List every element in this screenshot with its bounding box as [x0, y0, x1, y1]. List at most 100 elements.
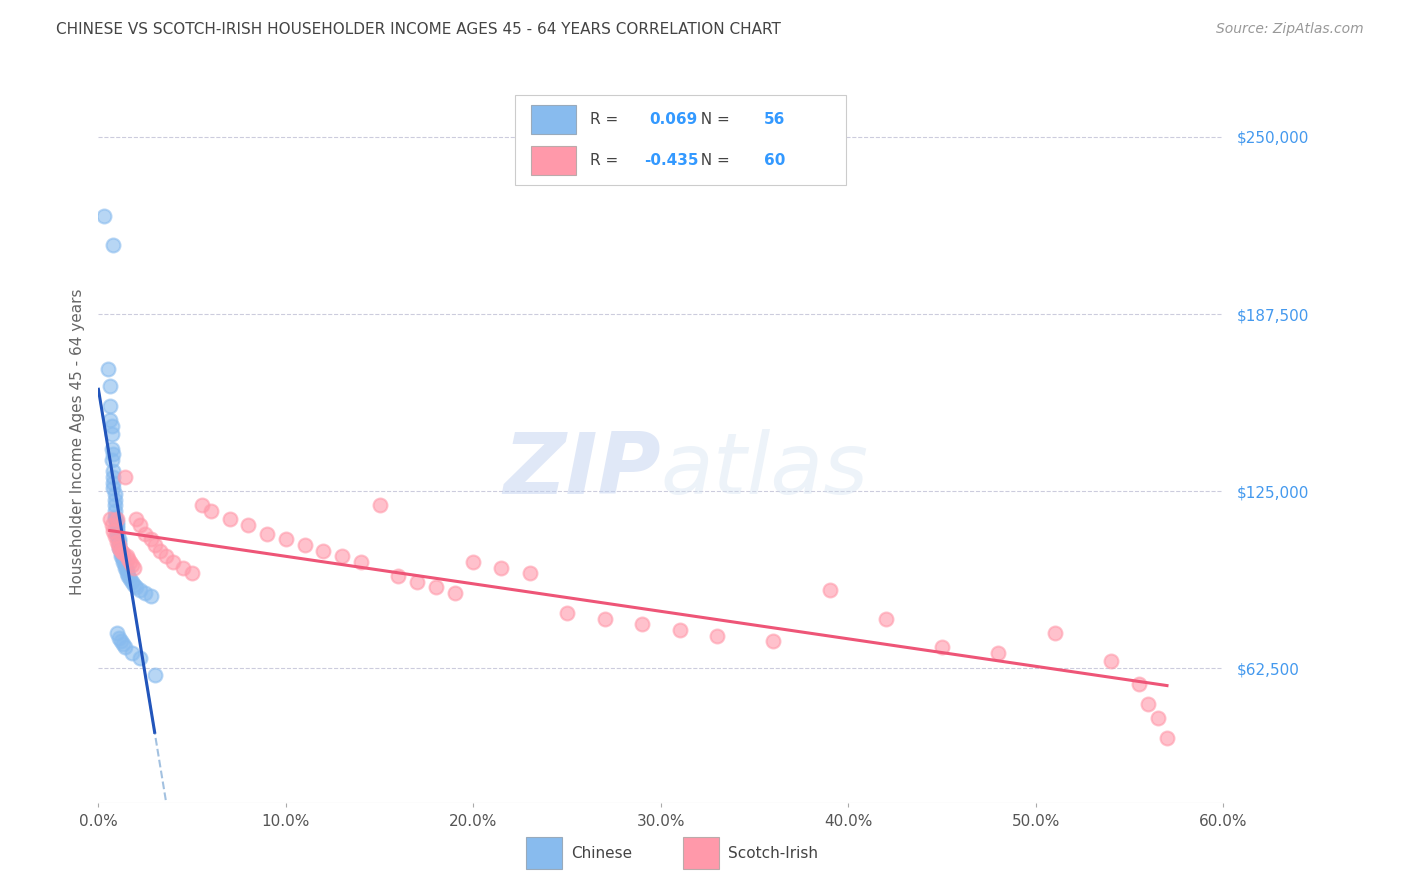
- Point: [104, 512, 127, 526]
- Point: [110, 543, 132, 558]
- Point: [103, 447, 125, 461]
- Text: N =: N =: [692, 153, 735, 169]
- Point: [987, 646, 1010, 660]
- Point: [104, 504, 127, 518]
- Point: [120, 572, 142, 586]
- Point: [115, 549, 138, 564]
- Point: [128, 583, 150, 598]
- Point: [1156, 731, 1178, 745]
- Point: [128, 651, 150, 665]
- Point: [762, 634, 785, 648]
- Point: [120, 555, 142, 569]
- Point: [104, 529, 127, 543]
- Point: [108, 541, 131, 555]
- Point: [1128, 677, 1150, 691]
- Point: [200, 504, 222, 518]
- Point: [115, 564, 138, 578]
- Point: [103, 464, 125, 478]
- Bar: [531, 146, 576, 175]
- Text: Source: ZipAtlas.com: Source: ZipAtlas.com: [1216, 22, 1364, 37]
- Text: 60: 60: [765, 153, 786, 169]
- Point: [706, 629, 728, 643]
- Point: [98, 413, 121, 427]
- Point: [110, 546, 132, 560]
- Point: [172, 560, 194, 574]
- Point: [1099, 654, 1122, 668]
- Point: [105, 526, 128, 541]
- Point: [105, 512, 128, 526]
- Point: [406, 574, 429, 589]
- Point: [155, 549, 177, 564]
- Point: [104, 492, 127, 507]
- Point: [274, 533, 297, 547]
- Text: Scotch-Irish: Scotch-Irish: [728, 846, 818, 861]
- Point: [330, 549, 353, 564]
- Point: [425, 581, 447, 595]
- Point: [105, 524, 128, 538]
- Point: [110, 549, 132, 564]
- Point: [108, 538, 131, 552]
- Point: [668, 623, 690, 637]
- Text: -0.435: -0.435: [644, 153, 699, 169]
- Point: [122, 560, 145, 574]
- Point: [134, 586, 156, 600]
- Point: [593, 612, 616, 626]
- Point: [104, 498, 127, 512]
- Point: [103, 237, 125, 252]
- Point: [162, 555, 184, 569]
- Point: [1137, 697, 1160, 711]
- Point: [98, 399, 121, 413]
- Text: ZIP: ZIP: [503, 429, 661, 512]
- Point: [114, 470, 136, 484]
- Point: [143, 668, 166, 682]
- Point: [190, 498, 212, 512]
- Point: [1146, 711, 1168, 725]
- Point: [108, 538, 131, 552]
- Point: [121, 558, 143, 572]
- Point: [238, 518, 260, 533]
- Point: [117, 569, 139, 583]
- Bar: [683, 838, 720, 870]
- Point: [108, 541, 131, 555]
- Text: atlas: atlas: [661, 429, 869, 512]
- Point: [181, 566, 204, 581]
- Point: [111, 546, 134, 560]
- Point: [100, 419, 122, 434]
- Point: [312, 543, 335, 558]
- Point: [149, 543, 172, 558]
- Point: [98, 512, 121, 526]
- Point: [110, 634, 132, 648]
- Point: [931, 640, 953, 654]
- Point: [103, 470, 125, 484]
- Point: [125, 581, 148, 595]
- Point: [100, 427, 122, 442]
- Point: [115, 566, 138, 581]
- Text: R =: R =: [591, 153, 623, 169]
- Point: [93, 209, 115, 223]
- Point: [350, 555, 373, 569]
- Point: [114, 558, 136, 572]
- Text: N =: N =: [692, 112, 735, 127]
- Point: [105, 535, 128, 549]
- Point: [105, 516, 128, 530]
- Point: [111, 637, 134, 651]
- Text: 0.069: 0.069: [650, 112, 697, 127]
- Point: [103, 524, 125, 538]
- Point: [108, 533, 131, 547]
- Point: [128, 518, 150, 533]
- Point: [111, 552, 134, 566]
- Text: CHINESE VS SCOTCH-IRISH HOUSEHOLDER INCOME AGES 45 - 64 YEARS CORRELATION CHART: CHINESE VS SCOTCH-IRISH HOUSEHOLDER INCO…: [56, 22, 782, 37]
- Point: [100, 442, 122, 456]
- Point: [108, 632, 131, 646]
- Point: [443, 586, 465, 600]
- Point: [105, 625, 128, 640]
- Point: [555, 606, 578, 620]
- Point: [105, 518, 128, 533]
- Point: [121, 574, 143, 589]
- Point: [134, 526, 156, 541]
- Point: [103, 481, 125, 495]
- Point: [218, 512, 240, 526]
- Point: [103, 475, 125, 490]
- Point: [122, 577, 145, 591]
- Point: [139, 533, 162, 547]
